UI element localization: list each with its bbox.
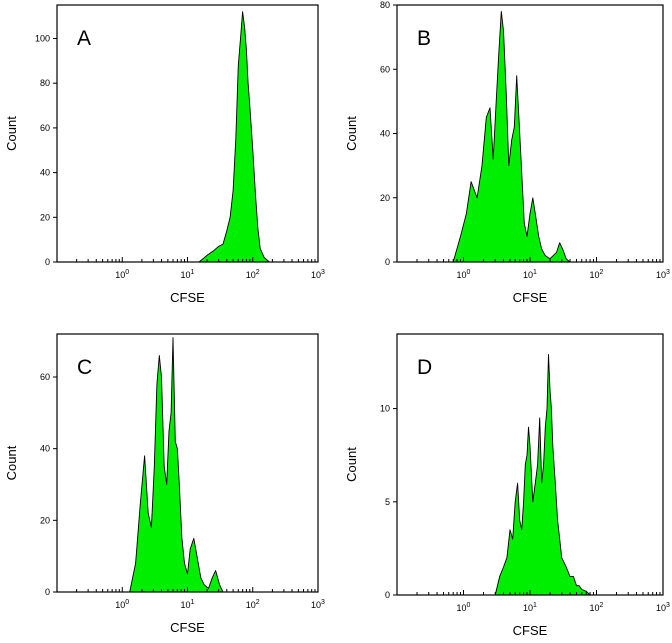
x-tick-exponent: 3 [666,602,670,609]
y-tick-label: 80 [380,0,390,10]
y-tick-label: 60 [40,372,50,382]
x-tick-label: 102 [590,269,604,280]
x-tick-exponent: 3 [321,599,325,606]
x-tick-label: 101 [523,602,537,613]
x-tick-label: 102 [246,599,260,610]
x-tick-exponent: 1 [191,599,195,606]
y-axis-label: Count [344,116,359,151]
y-tick-label: 40 [380,129,390,139]
x-axis-label: CFSE [170,290,205,305]
y-axis-label: Count [4,445,19,480]
x-tick-base: 10 [656,270,666,280]
panel-label: D [417,356,432,379]
x-tick-exponent: 3 [321,269,325,276]
y-tick-label: 40 [40,168,50,178]
x-tick-label: 100 [457,269,471,280]
x-tick-base: 10 [457,270,467,280]
x-tick-label: 101 [181,269,195,280]
x-tick-exponent: 0 [125,269,129,276]
x-axis-label: CFSE [513,623,548,638]
x-tick-exponent: 2 [600,269,604,276]
y-tick-label: 80 [40,78,50,88]
x-tick-exponent: 0 [467,269,471,276]
x-tick-label: 103 [311,599,325,610]
x-tick-label: 102 [246,269,260,280]
x-axis-label: CFSE [513,290,548,305]
y-tick-label: 100 [35,34,50,44]
y-tick-label: 40 [40,444,50,454]
x-tick-base: 10 [115,270,125,280]
histogram-series [452,10,571,263]
x-tick-base: 10 [656,603,666,613]
y-tick-label: 0 [385,257,390,267]
x-tick-base: 10 [115,600,125,610]
x-tick-base: 10 [523,270,533,280]
histogram-series [129,337,224,593]
y-tick-label: 60 [40,123,50,133]
x-tick-base: 10 [181,600,191,610]
x-tick-base: 10 [523,603,533,613]
panel-label: C [77,356,92,379]
x-tick-base: 10 [311,600,321,610]
x-tick-label: 100 [115,599,129,610]
x-tick-label: 103 [311,269,325,280]
x-tick-label: 100 [115,269,129,280]
y-tick-label: 0 [385,590,390,600]
y-axis-label: Count [344,447,359,482]
x-tick-label: 101 [523,269,537,280]
panel-label: B [417,27,431,50]
x-tick-base: 10 [457,603,467,613]
y-tick-label: 10 [380,404,390,414]
panel-label: A [77,27,91,50]
histogram-series [198,11,270,263]
x-tick-base: 10 [181,270,191,280]
histogram-series [494,354,591,596]
x-tick-exponent: 1 [533,602,537,609]
x-tick-label: 102 [590,602,604,613]
x-tick-exponent: 1 [533,269,537,276]
x-tick-base: 10 [311,270,321,280]
y-tick-label: 20 [380,193,390,203]
x-tick-exponent: 2 [256,269,260,276]
y-tick-label: 0 [45,587,50,597]
y-tick-label: 20 [40,212,50,222]
x-tick-base: 10 [590,603,600,613]
x-tick-exponent: 0 [467,602,471,609]
x-axis-label: CFSE [170,620,205,635]
x-tick-base: 10 [590,270,600,280]
plot-frame [56,4,319,263]
y-tick-label: 5 [385,497,390,507]
x-tick-label: 103 [656,269,670,280]
x-tick-label: 103 [656,602,670,613]
y-axis-label: Count [4,116,19,151]
x-tick-label: 101 [181,599,195,610]
y-tick-label: 60 [380,64,390,74]
x-tick-exponent: 3 [666,269,670,276]
x-tick-base: 10 [246,270,256,280]
x-tick-exponent: 2 [256,599,260,606]
x-tick-label: 100 [457,602,471,613]
plot-frame [56,333,319,593]
x-tick-exponent: 2 [600,602,604,609]
x-tick-exponent: 1 [191,269,195,276]
y-tick-label: 0 [45,257,50,267]
x-tick-base: 10 [246,600,256,610]
y-tick-label: 20 [40,515,50,525]
x-tick-exponent: 0 [125,599,129,606]
